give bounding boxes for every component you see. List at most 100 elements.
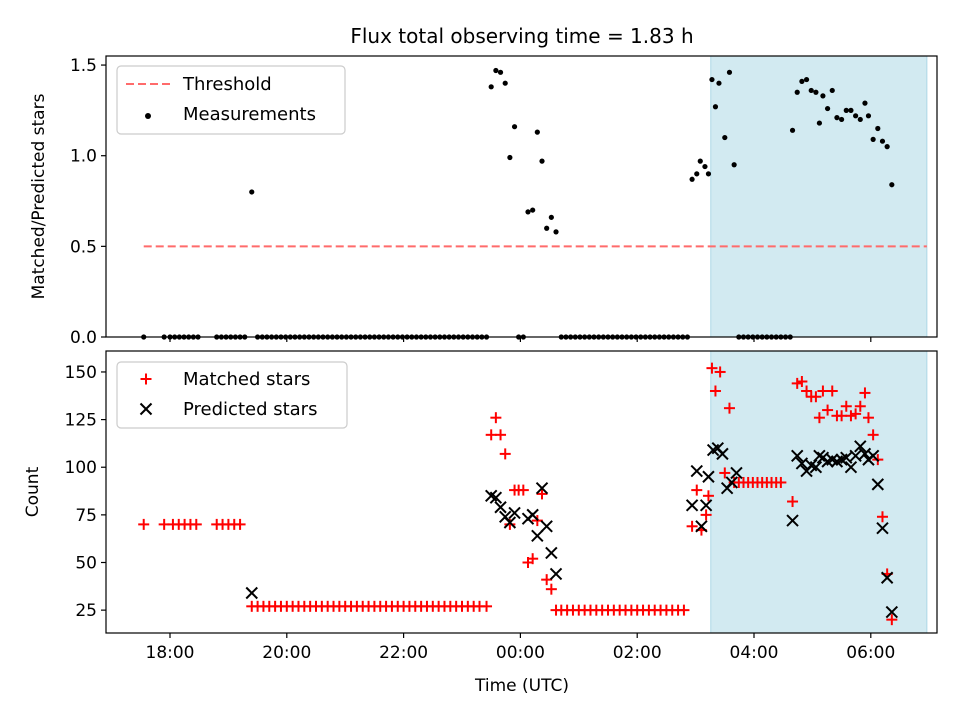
matched-star-point xyxy=(886,614,898,626)
measurement-point xyxy=(705,171,712,177)
matched-star-point xyxy=(536,488,548,500)
predicted-star-point xyxy=(730,466,743,480)
bottom-legend-box xyxy=(116,361,348,429)
measurement-point xyxy=(731,162,737,168)
bottom-y-axis-label: Count xyxy=(23,466,43,517)
matched-star-point xyxy=(867,429,879,441)
matched-star-point xyxy=(836,410,848,422)
measurement-point xyxy=(834,115,840,121)
bottom-axes-frame xyxy=(105,350,938,634)
predicted-star-point xyxy=(540,520,553,533)
matched-star-point xyxy=(481,600,493,612)
measurement-point xyxy=(525,209,531,215)
bottom-highlight-span xyxy=(710,350,928,634)
measurement-point xyxy=(789,127,796,133)
predicted-star-point xyxy=(871,478,885,491)
measurement-point xyxy=(808,87,814,94)
legend-measurements-label: Measurements xyxy=(183,104,316,125)
predicted-star-point xyxy=(535,481,549,495)
matched-star-point xyxy=(700,509,712,521)
predicted-star-point xyxy=(695,520,708,533)
measurement-point xyxy=(702,163,708,170)
predicted-star-point xyxy=(702,470,715,483)
matched-star-point xyxy=(495,429,507,441)
measurement-point xyxy=(493,67,499,74)
bottom-x-ticks: 18:00 20:00 22:00 00:00 02:00 04:00 06:00 xyxy=(146,633,895,663)
predicted-star-point xyxy=(716,447,729,461)
predicted-star-point xyxy=(699,499,713,512)
x-tick-label: 06:00 xyxy=(846,643,895,663)
matched-star-point xyxy=(678,604,690,616)
top-axes-frame xyxy=(105,55,938,338)
matched-star-point xyxy=(702,490,714,502)
measurement-point xyxy=(722,134,728,141)
matched-star-point xyxy=(775,476,787,488)
legend-matched-label: Matched stars xyxy=(183,369,310,390)
measurement-point xyxy=(824,105,831,112)
x-tick-label: 18:00 xyxy=(146,643,195,663)
top-y-axis-label: Matched/Predicted stars xyxy=(29,93,49,299)
predicted-star-point xyxy=(791,449,804,463)
measurement-point xyxy=(816,120,823,126)
matched-star-point xyxy=(190,518,202,530)
matched-star-point xyxy=(796,375,808,387)
measurement-point xyxy=(689,176,695,182)
measurement-point xyxy=(813,89,819,95)
matched-star-point xyxy=(517,484,529,496)
matched-star-point xyxy=(810,391,822,403)
predicted-star-point xyxy=(809,461,823,474)
matched-star-point xyxy=(854,400,866,412)
y-tick-label: 150 xyxy=(65,363,97,383)
measurement-point xyxy=(843,107,849,113)
predicted-star-point xyxy=(880,571,894,584)
legend-plus-marker xyxy=(140,373,152,385)
measurement-point xyxy=(862,100,868,106)
legend-predicted-swatch xyxy=(139,402,153,416)
matched-star-point xyxy=(527,553,539,565)
matched-star-point xyxy=(813,412,825,424)
measurement-point xyxy=(539,158,545,164)
measurement-point xyxy=(507,154,513,161)
predicted-star-point xyxy=(844,461,858,474)
matched-star-point xyxy=(859,387,871,399)
measurement-point xyxy=(853,113,859,119)
y-tick-label: 0.0 xyxy=(70,328,97,348)
matched-star-point xyxy=(541,574,553,586)
predicted-star-point xyxy=(725,476,739,489)
measurement-point xyxy=(794,89,800,95)
predicted-star-point xyxy=(549,567,563,581)
legend-matched-swatch xyxy=(140,373,152,385)
measurement-point xyxy=(820,93,826,99)
predicted-star-point xyxy=(489,491,503,504)
matched-star-point xyxy=(706,362,718,374)
matched-stars-points xyxy=(138,362,898,626)
legend-predicted-label: Predicted stars xyxy=(183,399,317,420)
measurement-point xyxy=(548,214,554,220)
predicted-star-point xyxy=(508,506,521,520)
predicted-star-point xyxy=(503,516,517,529)
top-legend: Threshold Measurements xyxy=(116,65,346,135)
measurement-point xyxy=(553,229,559,235)
y-tick-label: 75 xyxy=(75,506,97,526)
measurement-point xyxy=(870,136,876,142)
measurement-point xyxy=(829,87,835,94)
matched-star-point xyxy=(787,496,799,508)
count-panel: 25 50 75 100 125 150 18:00 20:00 22:00 00:00 02:0… xyxy=(23,350,938,696)
top-legend-box xyxy=(116,65,346,135)
predicted-stars-points xyxy=(245,440,899,619)
x-tick-label: 20:00 xyxy=(262,643,311,663)
x-tick-label: 00:00 xyxy=(496,643,545,663)
predicted-star-point xyxy=(685,499,699,512)
predicted-star-point xyxy=(795,457,809,470)
measurement-point xyxy=(502,80,508,86)
measurement-point xyxy=(694,171,700,177)
predicted-star-point xyxy=(494,501,507,514)
matched-star-point xyxy=(234,518,246,530)
matched-star-point xyxy=(845,410,857,422)
top-y-ticks: 0.0 0.5 1.0 1.5 xyxy=(70,56,106,348)
measurement-point xyxy=(511,124,518,130)
measurement-point xyxy=(488,84,494,90)
measurement-point xyxy=(865,113,872,119)
predicted-star-point xyxy=(813,449,826,463)
ratio-panel: 0.0 0.5 1.0 1.5 Matched/Predicted stars Thr… xyxy=(29,55,938,348)
